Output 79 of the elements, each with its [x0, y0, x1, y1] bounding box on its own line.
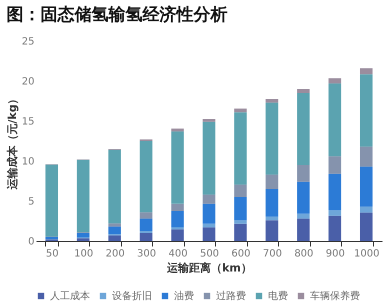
chart-title: 图：固态储氢输氢经济性分析 — [6, 5, 228, 25]
bar — [45, 164, 58, 237]
bar — [328, 174, 342, 210]
x-axis-title: 运输距离（km） — [166, 262, 252, 274]
bar — [234, 220, 247, 224]
x-tick-label: 500 — [200, 248, 220, 260]
bar — [202, 227, 216, 241]
bar — [108, 223, 121, 227]
bar — [297, 165, 310, 182]
bar — [171, 211, 184, 228]
y-tick-label: 10 — [22, 156, 34, 168]
bar — [234, 184, 247, 197]
bar — [171, 131, 184, 204]
bar — [140, 141, 152, 212]
x-tick-label: 100 — [74, 248, 94, 260]
legend-label: 车辆保养费 — [310, 290, 360, 302]
bar — [108, 226, 121, 234]
bar — [234, 224, 247, 241]
x-tick-label: 200 — [106, 248, 125, 260]
bar — [360, 206, 373, 213]
legend-label: 电费 — [268, 290, 288, 302]
bar — [140, 218, 152, 231]
bar — [108, 235, 121, 241]
y-tick-label: 25 — [22, 36, 34, 48]
bar — [171, 229, 184, 241]
legend-label: 设备折旧 — [112, 290, 152, 302]
bar — [266, 189, 278, 217]
bar — [297, 214, 310, 219]
bar — [234, 112, 247, 185]
x-tick-label: 1000 — [354, 248, 380, 260]
x-tick-label: 900 — [326, 248, 345, 260]
bar — [266, 216, 278, 220]
bar — [266, 102, 278, 175]
bar — [328, 210, 342, 216]
legend-label: 油费 — [174, 290, 194, 302]
bar — [266, 174, 278, 189]
bar — [297, 218, 310, 241]
bar — [328, 156, 342, 174]
bar — [140, 233, 152, 241]
legend-label: 人工成本 — [50, 290, 90, 302]
y-axis-title: 运输成本（元/kg） — [6, 93, 19, 191]
bar — [360, 146, 373, 167]
bar — [360, 166, 373, 207]
bar — [202, 224, 216, 228]
bar — [234, 197, 247, 220]
y-tick-label: 20 — [22, 76, 34, 88]
bar — [202, 204, 216, 224]
x-tick-label: 400 — [168, 248, 188, 260]
x-tick-label: 300 — [137, 248, 156, 260]
bar — [360, 74, 373, 147]
bar — [234, 108, 247, 112]
y-tick-label: 15 — [22, 116, 34, 128]
bar — [297, 182, 310, 214]
x-tick-label: 800 — [294, 248, 314, 260]
bar — [171, 128, 184, 132]
bar — [360, 212, 373, 241]
y-tick-label: 0 — [28, 236, 34, 248]
bar — [202, 119, 216, 122]
bar — [297, 89, 310, 93]
bar — [328, 83, 342, 156]
bar — [171, 204, 184, 211]
bar — [328, 216, 342, 241]
bar — [76, 160, 90, 232]
x-tick-label: 50 — [46, 248, 59, 260]
x-tick-label: 700 — [262, 248, 282, 260]
bar — [108, 150, 121, 224]
bar — [266, 99, 278, 103]
x-tick-label: 600 — [231, 248, 250, 260]
bar — [328, 78, 342, 84]
bar — [266, 220, 278, 241]
bar — [76, 238, 90, 241]
legend-label: 过路费 — [216, 290, 246, 302]
bar — [202, 122, 216, 195]
y-tick-label: 5 — [28, 196, 34, 208]
bar — [297, 93, 310, 165]
bar — [140, 212, 152, 219]
bar — [202, 194, 216, 204]
bar — [360, 68, 373, 74]
bar — [76, 233, 90, 238]
